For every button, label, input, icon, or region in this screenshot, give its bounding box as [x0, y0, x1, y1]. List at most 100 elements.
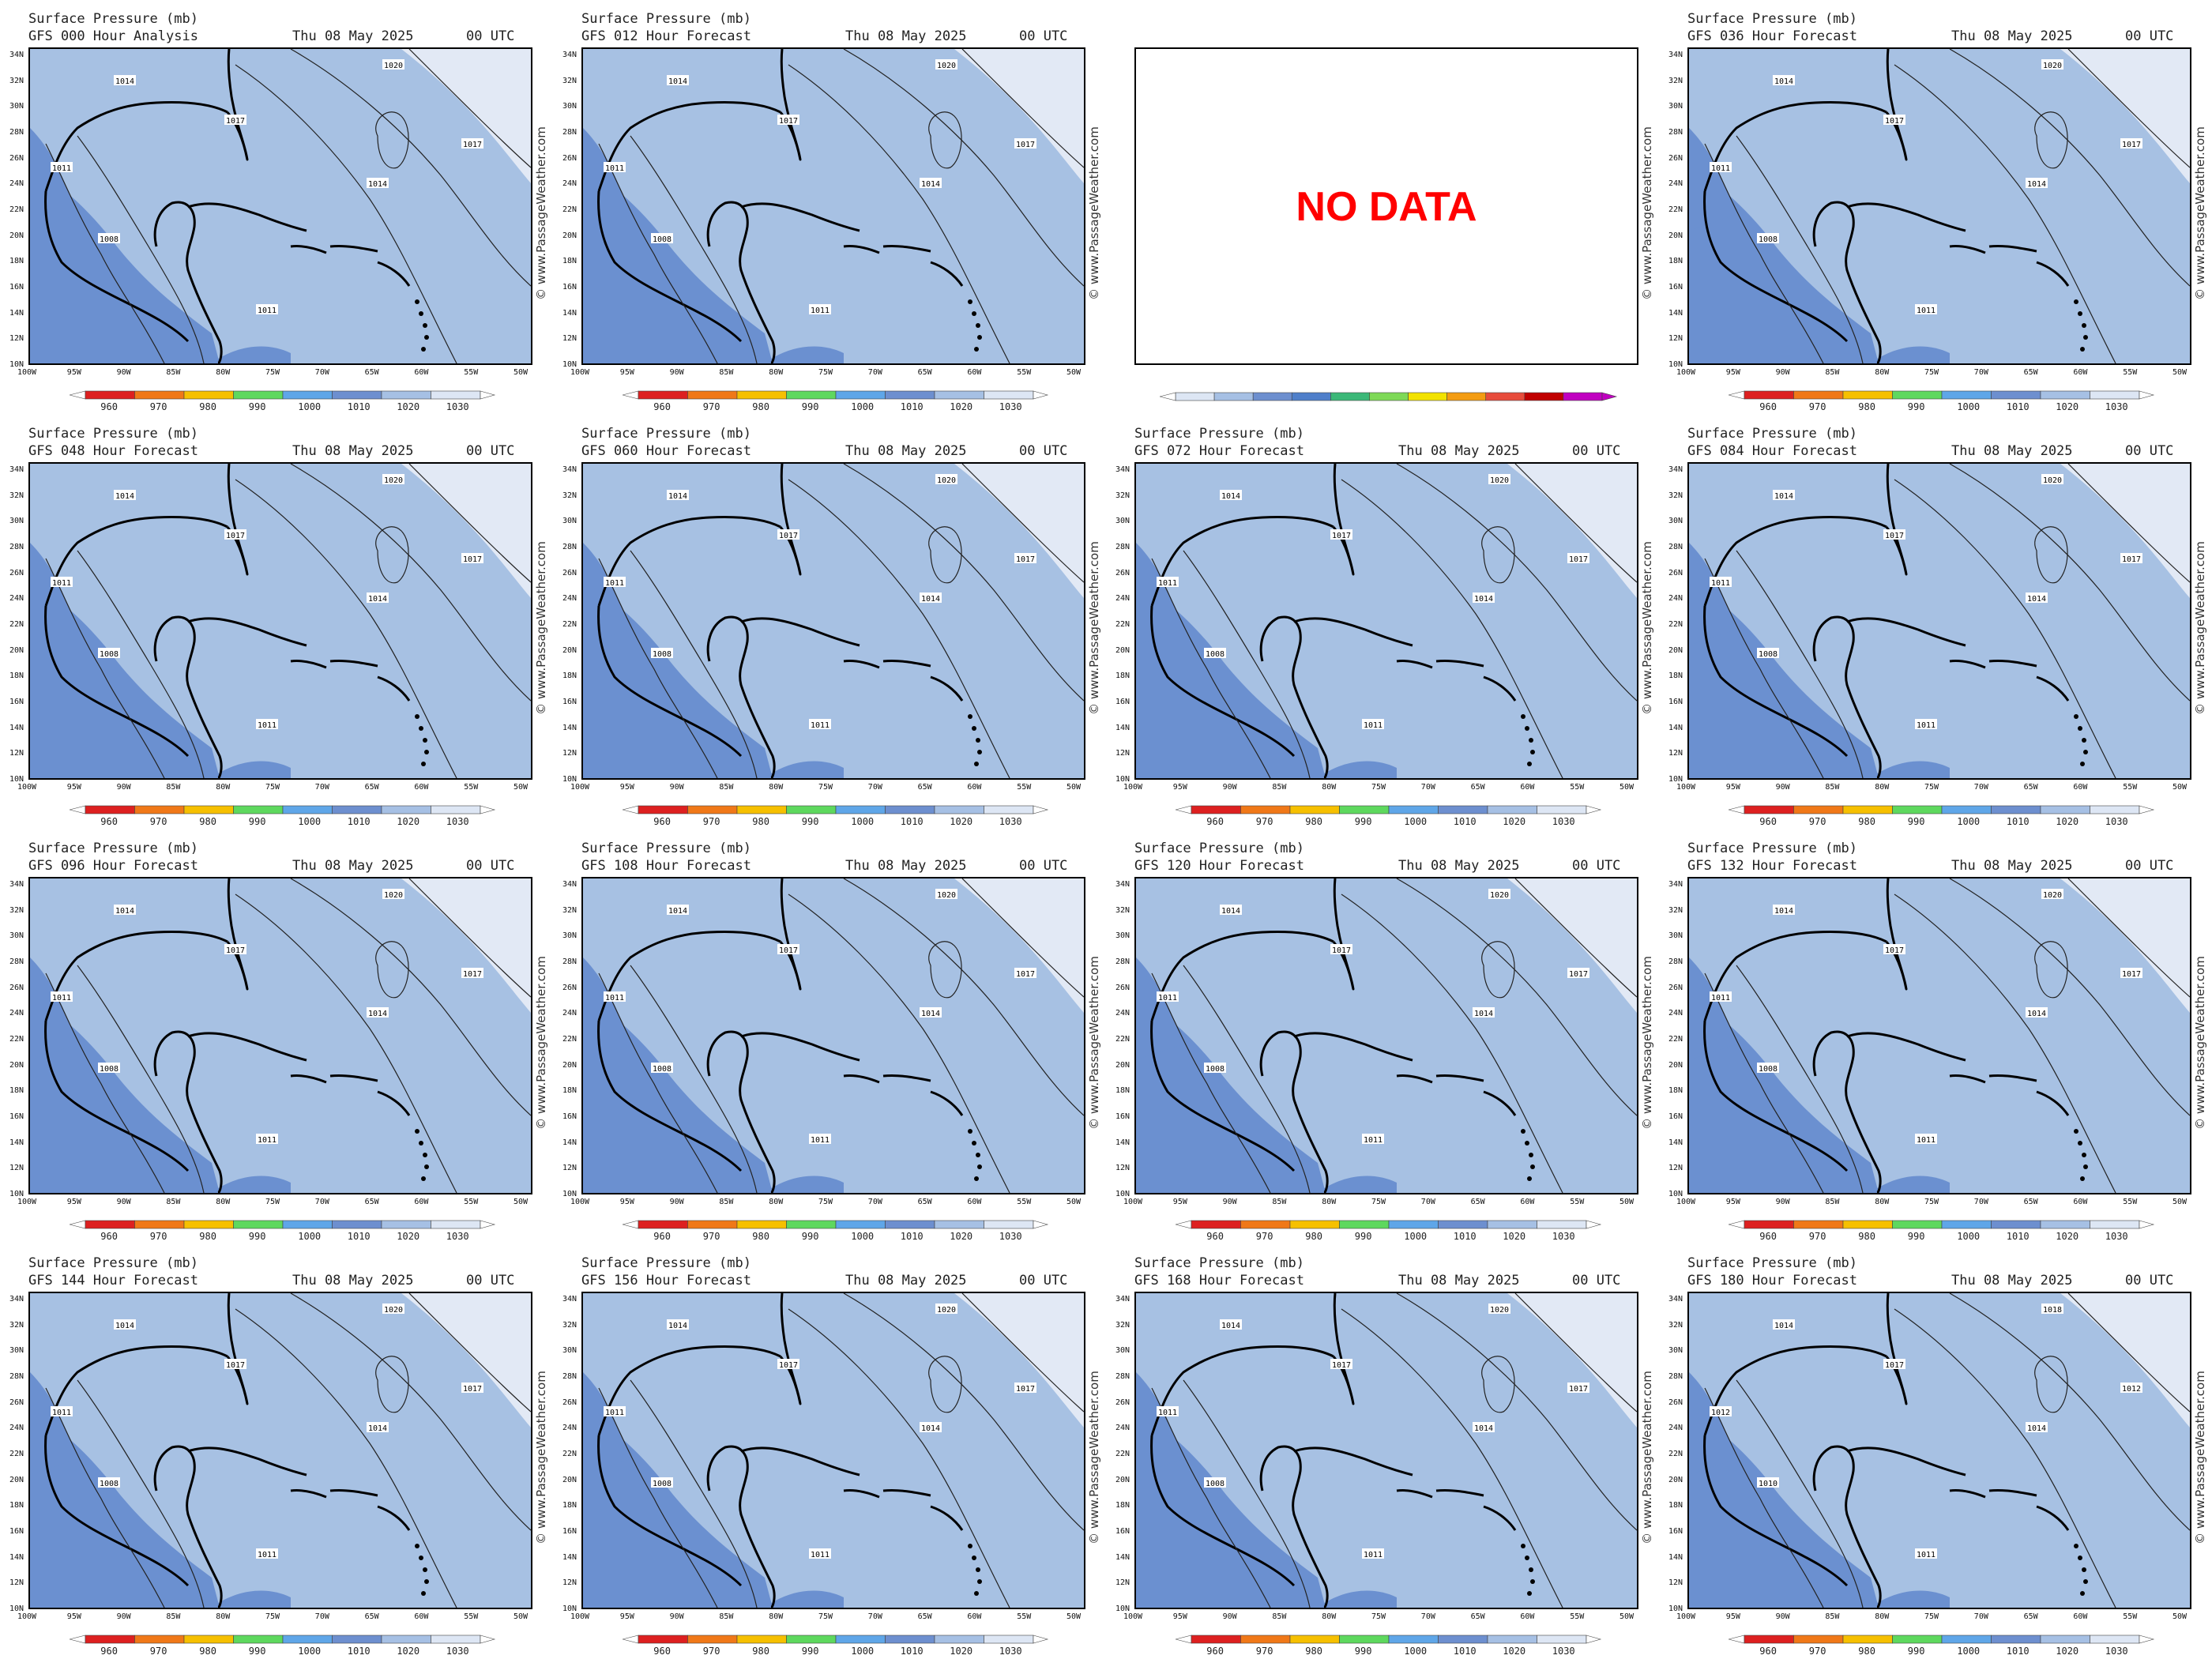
- colorbar-swatch: [885, 1220, 935, 1229]
- svg-text:1017: 1017: [1016, 1385, 1035, 1394]
- isobar-line: [1514, 1293, 1637, 1413]
- isobar-line: [1396, 464, 1637, 702]
- watermark: © www.PassageWeather.com: [1638, 940, 1656, 1146]
- svg-text:1014: 1014: [1221, 492, 1240, 501]
- isobar-label: 1011: [51, 577, 73, 588]
- panel-date: Thu 08 May 2025: [1951, 28, 2073, 44]
- colorbar-swatch: [1213, 392, 1254, 401]
- coastline: [329, 1074, 378, 1082]
- island: [2078, 311, 2082, 316]
- latitude-label: 10N: [1668, 1190, 1683, 1198]
- longitude-label: 85W: [719, 368, 734, 377]
- svg-text:1017: 1017: [1885, 1361, 1904, 1370]
- island: [1530, 1579, 1535, 1584]
- colorbar-label: 980: [199, 401, 216, 412]
- coastline: [930, 1090, 964, 1116]
- latitude-label: 12N: [9, 334, 24, 344]
- panel-utc: 00 UTC: [1019, 1273, 1068, 1288]
- latitude-label: 32N: [562, 905, 577, 915]
- latitude-label: 34N: [1668, 880, 1683, 889]
- forecast-panel: 1014 1017 1012 1010 1018 1012 1014 1011 Surface …: [1659, 1244, 2212, 1659]
- colorbar-label: 990: [801, 816, 819, 827]
- colorbar-swatch: [282, 390, 333, 400]
- svg-text:1014: 1014: [1221, 1322, 1240, 1330]
- isobar-label: 1020: [1488, 1304, 1510, 1315]
- longitude-label: 85W: [1825, 1612, 1840, 1621]
- svg-text:1014: 1014: [1221, 907, 1240, 916]
- longitude-label: 90W: [1775, 368, 1790, 377]
- isobar-line: [235, 1308, 457, 1608]
- colorbar-swatch: [2090, 390, 2140, 400]
- svg-text:1017: 1017: [463, 970, 482, 979]
- latitude-label: 18N: [1115, 672, 1130, 681]
- panel-utc: 00 UTC: [1572, 443, 1621, 459]
- watermark: © www.PassageWeather.com: [532, 525, 550, 731]
- panel-utc: 00 UTC: [2125, 28, 2174, 44]
- forecast-label: GFS 156 Hour Forecast: [581, 1273, 751, 1288]
- island: [2083, 1164, 2088, 1169]
- island: [419, 311, 423, 316]
- longitude-label: 50W: [1620, 1612, 1635, 1621]
- svg-text:1014: 1014: [368, 1010, 387, 1018]
- latitude-label: 32N: [1668, 905, 1683, 915]
- latitude-label: 18N: [562, 1086, 577, 1096]
- latitude-label: 20N: [9, 1475, 24, 1484]
- colorbar-swatch: [183, 1635, 234, 1644]
- colorbar-label: 980: [752, 816, 769, 827]
- longitude-label: 75W: [265, 1612, 280, 1621]
- coastline: [1483, 675, 1517, 702]
- colorbar-label: 970: [149, 1231, 167, 1242]
- latitude-label: 12N: [562, 1164, 577, 1173]
- island: [1521, 1129, 1525, 1134]
- watermark-text: © www.PassageWeather.com: [534, 956, 548, 1130]
- coastline: [930, 675, 964, 702]
- longitude-label: 85W: [1272, 783, 1287, 792]
- panel-utc: 00 UTC: [466, 28, 515, 44]
- isobar-label: 1020: [1488, 474, 1510, 485]
- isobar-line: [290, 49, 531, 287]
- colorbar-label: 1030: [446, 816, 469, 827]
- island: [972, 311, 976, 316]
- island: [968, 714, 972, 719]
- colorbar-label: 960: [100, 816, 118, 827]
- longitude-label: 65W: [2023, 368, 2038, 377]
- isobar-line: [788, 893, 1010, 1193]
- svg-text:1011: 1011: [1917, 307, 1936, 315]
- colorbar-label: 960: [100, 401, 118, 412]
- watermark-text: © www.PassageWeather.com: [2193, 126, 2207, 300]
- isobar-line: [1949, 464, 2190, 702]
- colorbar-swatch: [85, 1635, 135, 1644]
- latitude-label: 26N: [1115, 568, 1130, 577]
- colorbar-label: 970: [702, 1231, 720, 1242]
- latitude-label: 22N: [1668, 1035, 1683, 1044]
- colorbar-swatch: [1339, 805, 1390, 814]
- colorbar-swatch: [134, 1220, 185, 1229]
- coastline: [740, 617, 860, 647]
- longitude-label: 80W: [216, 1612, 231, 1621]
- isobar-label: 1020: [935, 59, 957, 70]
- island: [977, 335, 982, 340]
- colorbar-swatch: [786, 1220, 837, 1229]
- longitude-label: 100W: [1676, 368, 1696, 377]
- coastline: [44, 101, 228, 192]
- coastline: [153, 1445, 223, 1608]
- coastline: [1435, 660, 1484, 668]
- longitude-label: 50W: [1066, 783, 1082, 792]
- coastline: [2036, 1505, 2070, 1531]
- longitude-label: 75W: [818, 1612, 833, 1621]
- watermark-text: © www.PassageWeather.com: [1087, 541, 1101, 715]
- svg-text:1014: 1014: [668, 1322, 687, 1330]
- isobar-label: 1020: [2041, 474, 2063, 485]
- latitude-label: 16N: [562, 1112, 577, 1121]
- coastline: [329, 245, 378, 253]
- longitude-label: 55W: [464, 368, 479, 377]
- map-frame: 1014 1017 1011 1008 1020 1017 1014 1011: [28, 462, 532, 780]
- longitude-label: 90W: [669, 1612, 684, 1621]
- svg-text:1017: 1017: [779, 946, 798, 955]
- isobar-line: [2067, 878, 2190, 998]
- svg-text:1011: 1011: [52, 579, 71, 588]
- colorbar-swatch: [638, 1635, 688, 1644]
- coastline: [930, 1505, 964, 1531]
- latitude-label: 34N: [1668, 1295, 1683, 1304]
- isobar-line: [598, 972, 718, 1193]
